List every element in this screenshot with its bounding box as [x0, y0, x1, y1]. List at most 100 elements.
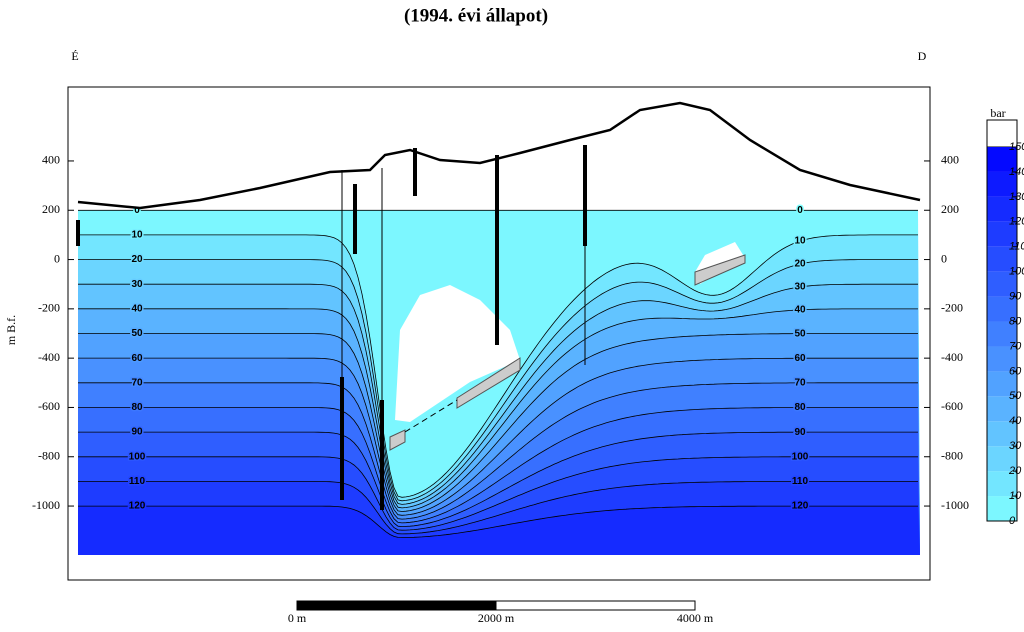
y-tick-label: 0	[54, 251, 60, 265]
contour-line	[78, 431, 918, 528]
contour-label: 0	[134, 205, 140, 216]
rock-body	[456, 357, 521, 409]
contour-line	[78, 382, 918, 520]
contour-line	[78, 505, 918, 538]
overlay	[76, 101, 921, 510]
colorbar-tick-label: 90	[1009, 291, 1022, 303]
contour-label: 0	[797, 205, 803, 216]
y-tick-label: -600	[941, 399, 963, 413]
y-axis-title: m B.f.	[4, 315, 18, 345]
rock-body	[389, 429, 406, 451]
y-tick-label: -1000	[32, 498, 60, 512]
colorbar-cell	[987, 221, 1017, 247]
contour-label: 30	[794, 282, 806, 293]
contour-band	[78, 506, 920, 555]
scale-label: 2000 m	[478, 611, 515, 625]
colorbar-cell	[987, 246, 1017, 272]
colorbar-cell	[987, 321, 1017, 347]
contour-label: 50	[794, 328, 806, 339]
contour-label: 90	[794, 427, 806, 438]
boreholes	[76, 145, 587, 510]
y-tick-label: -200	[38, 301, 60, 315]
rock-body	[694, 254, 746, 286]
contour-field: 0 0 10 10 20 20 30 30 40 40 50 50 60 60 70 70 80 80 90 90 10…	[78, 203, 920, 555]
scale-label: 0 m	[288, 611, 307, 625]
fault-line	[404, 399, 458, 433]
contour-label: 70	[131, 377, 143, 388]
contour-label: 10	[131, 230, 143, 241]
contour-label: 20	[131, 254, 143, 265]
y-tick-label: -200	[941, 301, 963, 315]
contour-label: 90	[131, 427, 143, 438]
scale-segment	[296, 600, 497, 611]
y-tick-label: -400	[38, 350, 60, 364]
contour-line	[78, 456, 918, 531]
contour-label: 40	[131, 303, 143, 314]
contour-label: 30	[131, 279, 143, 290]
contour-label: 20	[794, 259, 806, 270]
y-tick-label: 0	[941, 251, 947, 265]
surface-line	[77, 101, 921, 210]
chart-title: (1994. évi állapot)	[404, 5, 548, 26]
plot-frame	[67, 86, 931, 581]
colorbar-cell	[987, 171, 1017, 197]
contour-label: 100	[792, 451, 809, 462]
colorbar-cell	[987, 147, 1017, 172]
colorbar-tick-label: 80	[1009, 315, 1022, 327]
contour-label: 110	[129, 476, 146, 487]
contour-label: 70	[794, 378, 806, 389]
y-tick-label: -800	[941, 449, 963, 463]
colorbar-tick-label: 10	[1009, 490, 1022, 502]
colorbar-tick-label: 50	[1009, 390, 1022, 402]
y-tick-label: 400	[42, 153, 60, 167]
y-tick-label: -1000	[941, 498, 969, 512]
contour-label: 120	[792, 501, 809, 512]
colorbar-tick-label: 20	[1008, 465, 1022, 477]
contour-line	[78, 481, 918, 535]
colorbar-cell	[987, 421, 1017, 447]
contour-line	[78, 333, 918, 512]
scale-segment	[495, 600, 696, 611]
colorbar-tick-label: 70	[1009, 340, 1022, 352]
colorbar-cell	[987, 496, 1017, 521]
colorbar-top	[986, 119, 1018, 148]
contour-label: 10	[794, 236, 806, 247]
colorbar-cell	[987, 196, 1017, 222]
y-tick-label: 200	[941, 202, 959, 216]
contour-label: 80	[794, 402, 806, 413]
contour-label: 40	[794, 304, 806, 315]
colorbar: 0102030405060708090100110120130140150	[986, 119, 1024, 527]
contour-label: 60	[794, 353, 806, 364]
y-tick-label: 400	[941, 153, 959, 167]
y-tick-label: 200	[42, 202, 60, 216]
contour-label: 120	[129, 501, 146, 512]
colorbar-cell	[987, 346, 1017, 372]
contour-line	[78, 407, 918, 524]
contour-label: 100	[129, 451, 146, 462]
colorbar-cell	[987, 471, 1017, 497]
contour-line	[78, 357, 918, 516]
scale-label: 4000 m	[677, 611, 714, 625]
y-tick-label: -600	[38, 399, 60, 413]
colorbar-frame	[986, 119, 1018, 522]
colorbar-cell	[987, 396, 1017, 422]
y-tick-label: -400	[941, 350, 963, 364]
contour-line	[78, 308, 918, 509]
contour-line	[78, 283, 918, 505]
contour-label: 60	[131, 353, 143, 364]
contour-label: 80	[131, 402, 143, 413]
colorbar-tick-label: 30	[1009, 440, 1022, 452]
colorbar-cell	[987, 296, 1017, 322]
contour-line	[78, 259, 918, 502]
colorbar-cell	[987, 271, 1017, 297]
colorbar-title: bar	[990, 106, 1005, 120]
contour-label: 50	[131, 328, 143, 339]
colorbar-cell	[987, 371, 1017, 397]
contour-label: 110	[792, 476, 809, 487]
colorbar-tick-label: 60	[1009, 365, 1022, 377]
contour-line	[78, 234, 918, 498]
colorbar-tick-label: 40	[1009, 415, 1022, 427]
direction-label: D	[918, 49, 927, 63]
y-tick-label: -800	[38, 449, 60, 463]
